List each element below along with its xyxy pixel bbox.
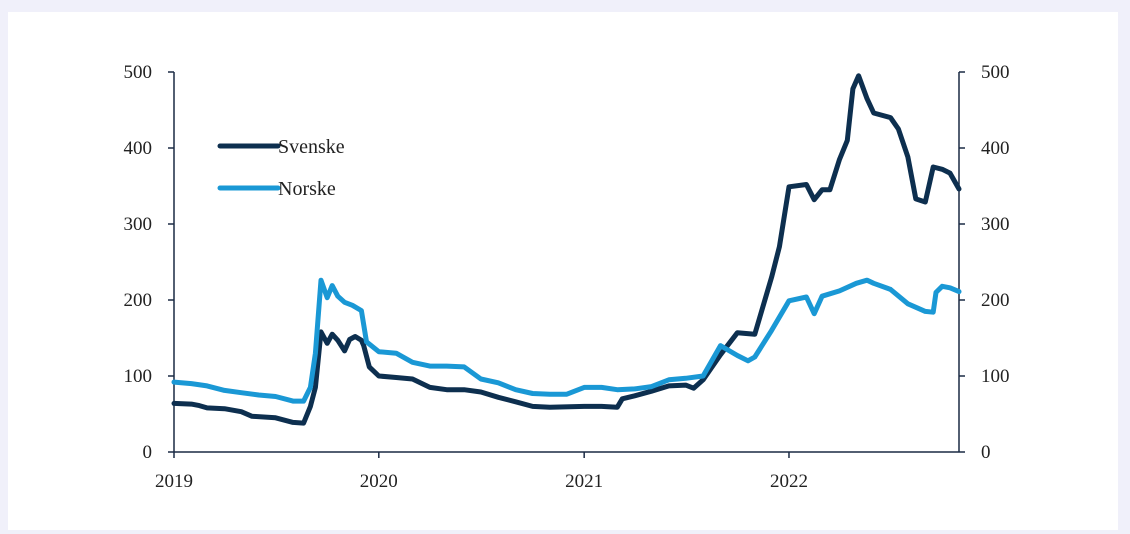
axes — [173, 72, 960, 453]
left-y-tick-label: 100 — [124, 366, 153, 387]
x-tick-label: 2021 — [565, 471, 603, 492]
x-tick-label: 2019 — [155, 471, 193, 492]
chart-card: 0 100 200 300 400 500 0 100 200 300 400 500 2019 2020… — [8, 12, 1118, 530]
legend-label-svenske: Svenske — [278, 136, 345, 158]
series-line-svenske — [171, 73, 962, 426]
axis-ticks: 0 100 200 300 400 500 0 100 200 300 400 500 2019 2020… — [124, 62, 1010, 492]
left-y-tick-label: 500 — [124, 62, 153, 83]
left-y-tick-label: 400 — [124, 138, 153, 159]
x-tick-label: 2020 — [360, 471, 398, 492]
left-y-tick-label: 300 — [124, 214, 153, 235]
right-y-tick-label: 300 — [981, 214, 1010, 235]
line-chart: 0 100 200 300 400 500 0 100 200 300 400 500 2019 2020… — [124, 62, 1010, 492]
right-y-tick-label: 100 — [981, 366, 1010, 387]
right-y-tick-label: 200 — [981, 290, 1010, 311]
series-layer — [171, 73, 962, 426]
series-line-norske — [171, 277, 962, 404]
x-tick-label: 2022 — [770, 471, 808, 492]
right-y-tick-label: 400 — [981, 138, 1010, 159]
right-y-tick-label: 500 — [981, 62, 1010, 83]
left-y-tick-label: 200 — [124, 290, 153, 311]
right-y-tick-label: 0 — [981, 442, 991, 463]
left-y-tick-label: 0 — [143, 442, 153, 463]
legend-label-norske: Norske — [278, 178, 336, 200]
legend: Svenske Norske — [217, 136, 345, 200]
